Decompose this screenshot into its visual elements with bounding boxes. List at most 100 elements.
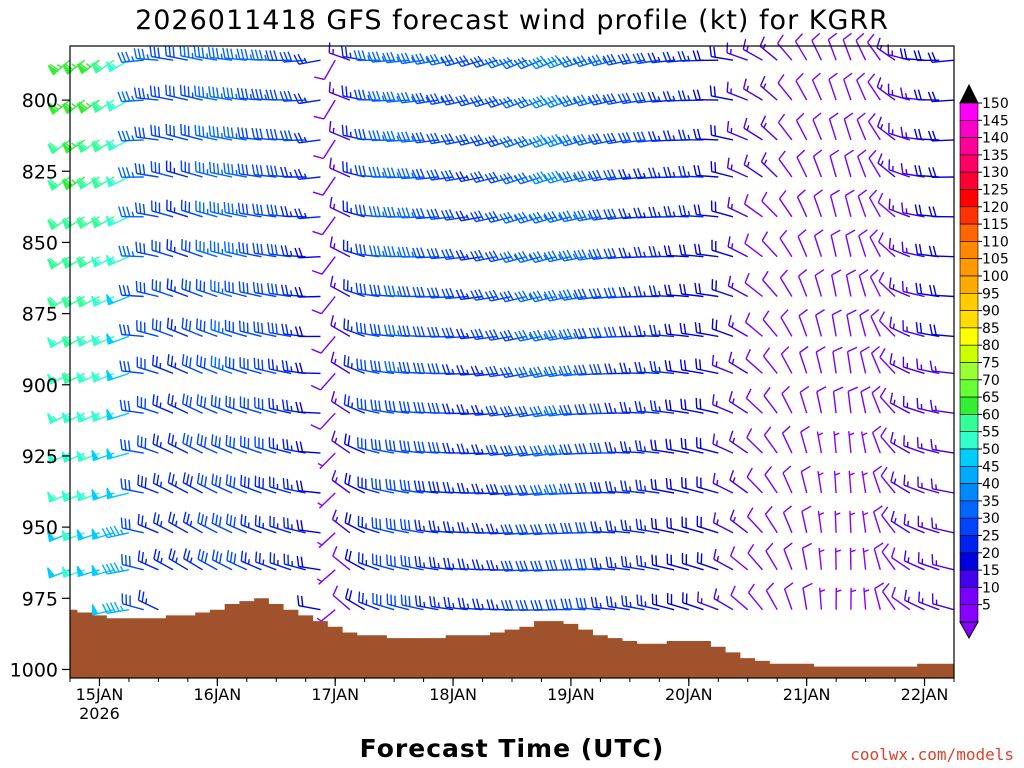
barb-staff [747, 552, 764, 571]
wind-barb [860, 386, 871, 414]
barb-feather [183, 548, 187, 559]
barb-feather [693, 165, 697, 176]
barb-feather [244, 49, 249, 60]
barb-half-feather [935, 484, 937, 490]
barb-staff [799, 391, 808, 414]
barb-pennant [76, 102, 87, 114]
barb-feather [471, 444, 476, 455]
barb-staff [764, 474, 778, 494]
wind-barb [709, 85, 734, 101]
wind-barb [857, 149, 867, 178]
barb-feather [651, 52, 657, 63]
barb-feather [293, 133, 300, 144]
barb-half-feather [206, 92, 209, 99]
barb-staff [332, 555, 351, 571]
barb-pennant [61, 412, 71, 424]
barb-feather [488, 172, 496, 183]
barb-feather [461, 558, 466, 570]
colorbar-label: 85 [982, 321, 1000, 337]
barb-feather [654, 518, 658, 530]
barb-half-feather [602, 57, 607, 64]
barb-staff [321, 216, 336, 236]
barb-feather [434, 247, 440, 259]
barb-feather [169, 85, 171, 97]
barb-feather [347, 435, 351, 446]
wind-barb [711, 239, 734, 258]
barb-pennant [76, 335, 86, 348]
barb-feather [377, 324, 381, 336]
barb-feather [665, 477, 668, 489]
barb-half-feather [71, 103, 77, 108]
barb-feather [877, 153, 883, 164]
colorbar-label: 95 [982, 286, 1000, 302]
barb-feather [389, 479, 392, 490]
barb-feather [265, 89, 270, 100]
barb-feather [917, 89, 922, 100]
barb-feather [369, 323, 373, 335]
barb-feather [547, 97, 555, 107]
barb-feather [372, 166, 377, 178]
barb-feather [377, 361, 381, 372]
barb-feather [846, 309, 857, 316]
wind-barb [868, 149, 881, 178]
barb-half-feather [317, 502, 323, 507]
wind-barb [106, 369, 130, 382]
barb-feather [93, 61, 103, 70]
barb-staff [777, 122, 793, 141]
barb-feather [780, 309, 789, 318]
barb-feather [120, 478, 123, 489]
barb-feather [49, 103, 59, 111]
barb-feather [331, 469, 337, 481]
wind-barb [357, 437, 380, 454]
barb-half-feather [333, 358, 337, 365]
barb-staff [746, 437, 763, 454]
barb-feather [499, 174, 507, 185]
wind-barb [558, 134, 586, 147]
barb-half-feather [466, 563, 470, 570]
barb-feather [293, 54, 300, 65]
y-tick-label: 875 [22, 304, 58, 326]
barb-feather [382, 167, 388, 178]
wind-barb [167, 354, 189, 375]
barb-half-feather [396, 290, 400, 297]
barb-feather [548, 366, 554, 377]
wind-barb [371, 477, 395, 494]
barb-feather [514, 446, 521, 457]
barb-feather [138, 203, 142, 214]
barb-half-feather [817, 432, 824, 437]
colorbar-bottom-arrow [959, 621, 979, 640]
colorbar-swatch [959, 500, 979, 519]
wind-barb [697, 591, 719, 611]
wind-barb [514, 290, 542, 303]
barb-feather [499, 60, 507, 70]
barb-feather [684, 438, 687, 450]
wind-barb [254, 436, 277, 454]
wind-barb [917, 515, 940, 534]
barb-feather [503, 137, 511, 147]
barb-feather [523, 599, 529, 611]
wind-barb [331, 469, 351, 494]
barb-feather [606, 133, 613, 144]
barb-feather [697, 244, 702, 255]
barb-staff [891, 556, 911, 571]
barb-feather [390, 130, 396, 142]
barb-feather [765, 582, 775, 591]
barb-feather [728, 391, 733, 402]
barb-feather [101, 564, 108, 575]
barb-feather [619, 362, 624, 373]
barb-staff [869, 276, 881, 297]
barb-feather [663, 206, 668, 217]
barb-feather [610, 93, 617, 104]
barb-feather [182, 432, 186, 444]
barb-feather [246, 283, 249, 294]
colorbar-swatch [959, 137, 979, 156]
barb-feather [168, 511, 172, 523]
barb-half-feather [480, 488, 484, 494]
barb-feather [595, 133, 603, 144]
barb-feather [167, 472, 172, 483]
barb-feather [636, 555, 639, 566]
barb-feather [547, 172, 555, 183]
wind-barb [589, 442, 616, 454]
barb-half-feather [120, 605, 124, 612]
barb-feather [298, 286, 304, 298]
